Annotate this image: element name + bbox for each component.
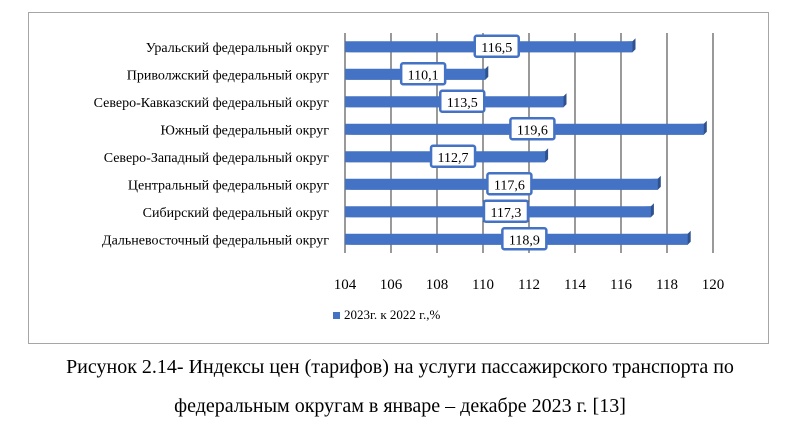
data-label: 110,1 [408,68,439,83]
data-label-box [509,117,556,141]
data-label-box [439,89,486,113]
category-label: Уральский федеральный округ [146,41,330,56]
category-labels: Уральский федеральный округ Приволжский ф… [94,41,330,249]
x-tick-label: 116 [610,277,632,293]
x-tick-label: 106 [380,277,403,293]
x-tick-labels: 104 106 108 110 112 114 116 118 120 [334,277,725,293]
data-label-box [399,62,447,86]
category-label: Центральный федеральный округ [128,178,329,193]
x-tick-label: 112 [518,277,540,293]
data-labels: 116,5 110,1 113,5 119,6 112,7 117,6 117,3 118,9 [399,34,556,251]
data-label: 117,6 [494,178,525,193]
category-label: Дальневосточный федеральный округ [102,233,329,248]
chart-frame: Уральский федеральный округ Приволжский ф… [28,12,769,344]
data-label-box [429,144,477,168]
data-label-box [482,199,530,223]
category-label: Приволжский федеральный округ [127,68,329,83]
x-tick-label: 120 [702,277,725,293]
x-tick-label: 108 [426,277,449,293]
category-label: Северо-Западный федеральный округ [104,151,330,166]
data-label-box [473,34,520,58]
bar-chart: Уральский федеральный округ Приволжский ф… [94,33,725,322]
figure-caption-line-2: федеральным округам в январе – декабре 2… [174,395,626,417]
x-tick-label: 110 [472,277,494,293]
data-label: 113,5 [447,96,478,111]
figure-caption-line-1: Рисунок 2.14- Индексы цен (тарифов) на у… [66,356,734,378]
legend-swatch [333,312,340,319]
cropped-text-above [0,0,800,6]
legend: 2023г. к 2022 г.,% [333,307,441,322]
legend-label: 2023г. к 2022 г.,% [344,307,441,322]
x-tick-label: 114 [564,277,586,293]
category-label: Южный федеральный округ [160,123,329,138]
data-label-box [486,172,533,196]
data-label: 112,7 [438,151,469,166]
data-label: 118,9 [509,233,540,248]
category-label: Сибирский федеральный округ [143,206,330,221]
data-label: 119,6 [517,123,548,138]
data-label: 116,5 [481,41,512,56]
x-tick-label: 118 [656,277,678,293]
x-tick-label: 104 [334,277,357,293]
category-label: Северо-Кавказский федеральный округ [94,96,330,111]
data-label: 117,3 [490,206,521,221]
data-label-box [501,227,548,251]
